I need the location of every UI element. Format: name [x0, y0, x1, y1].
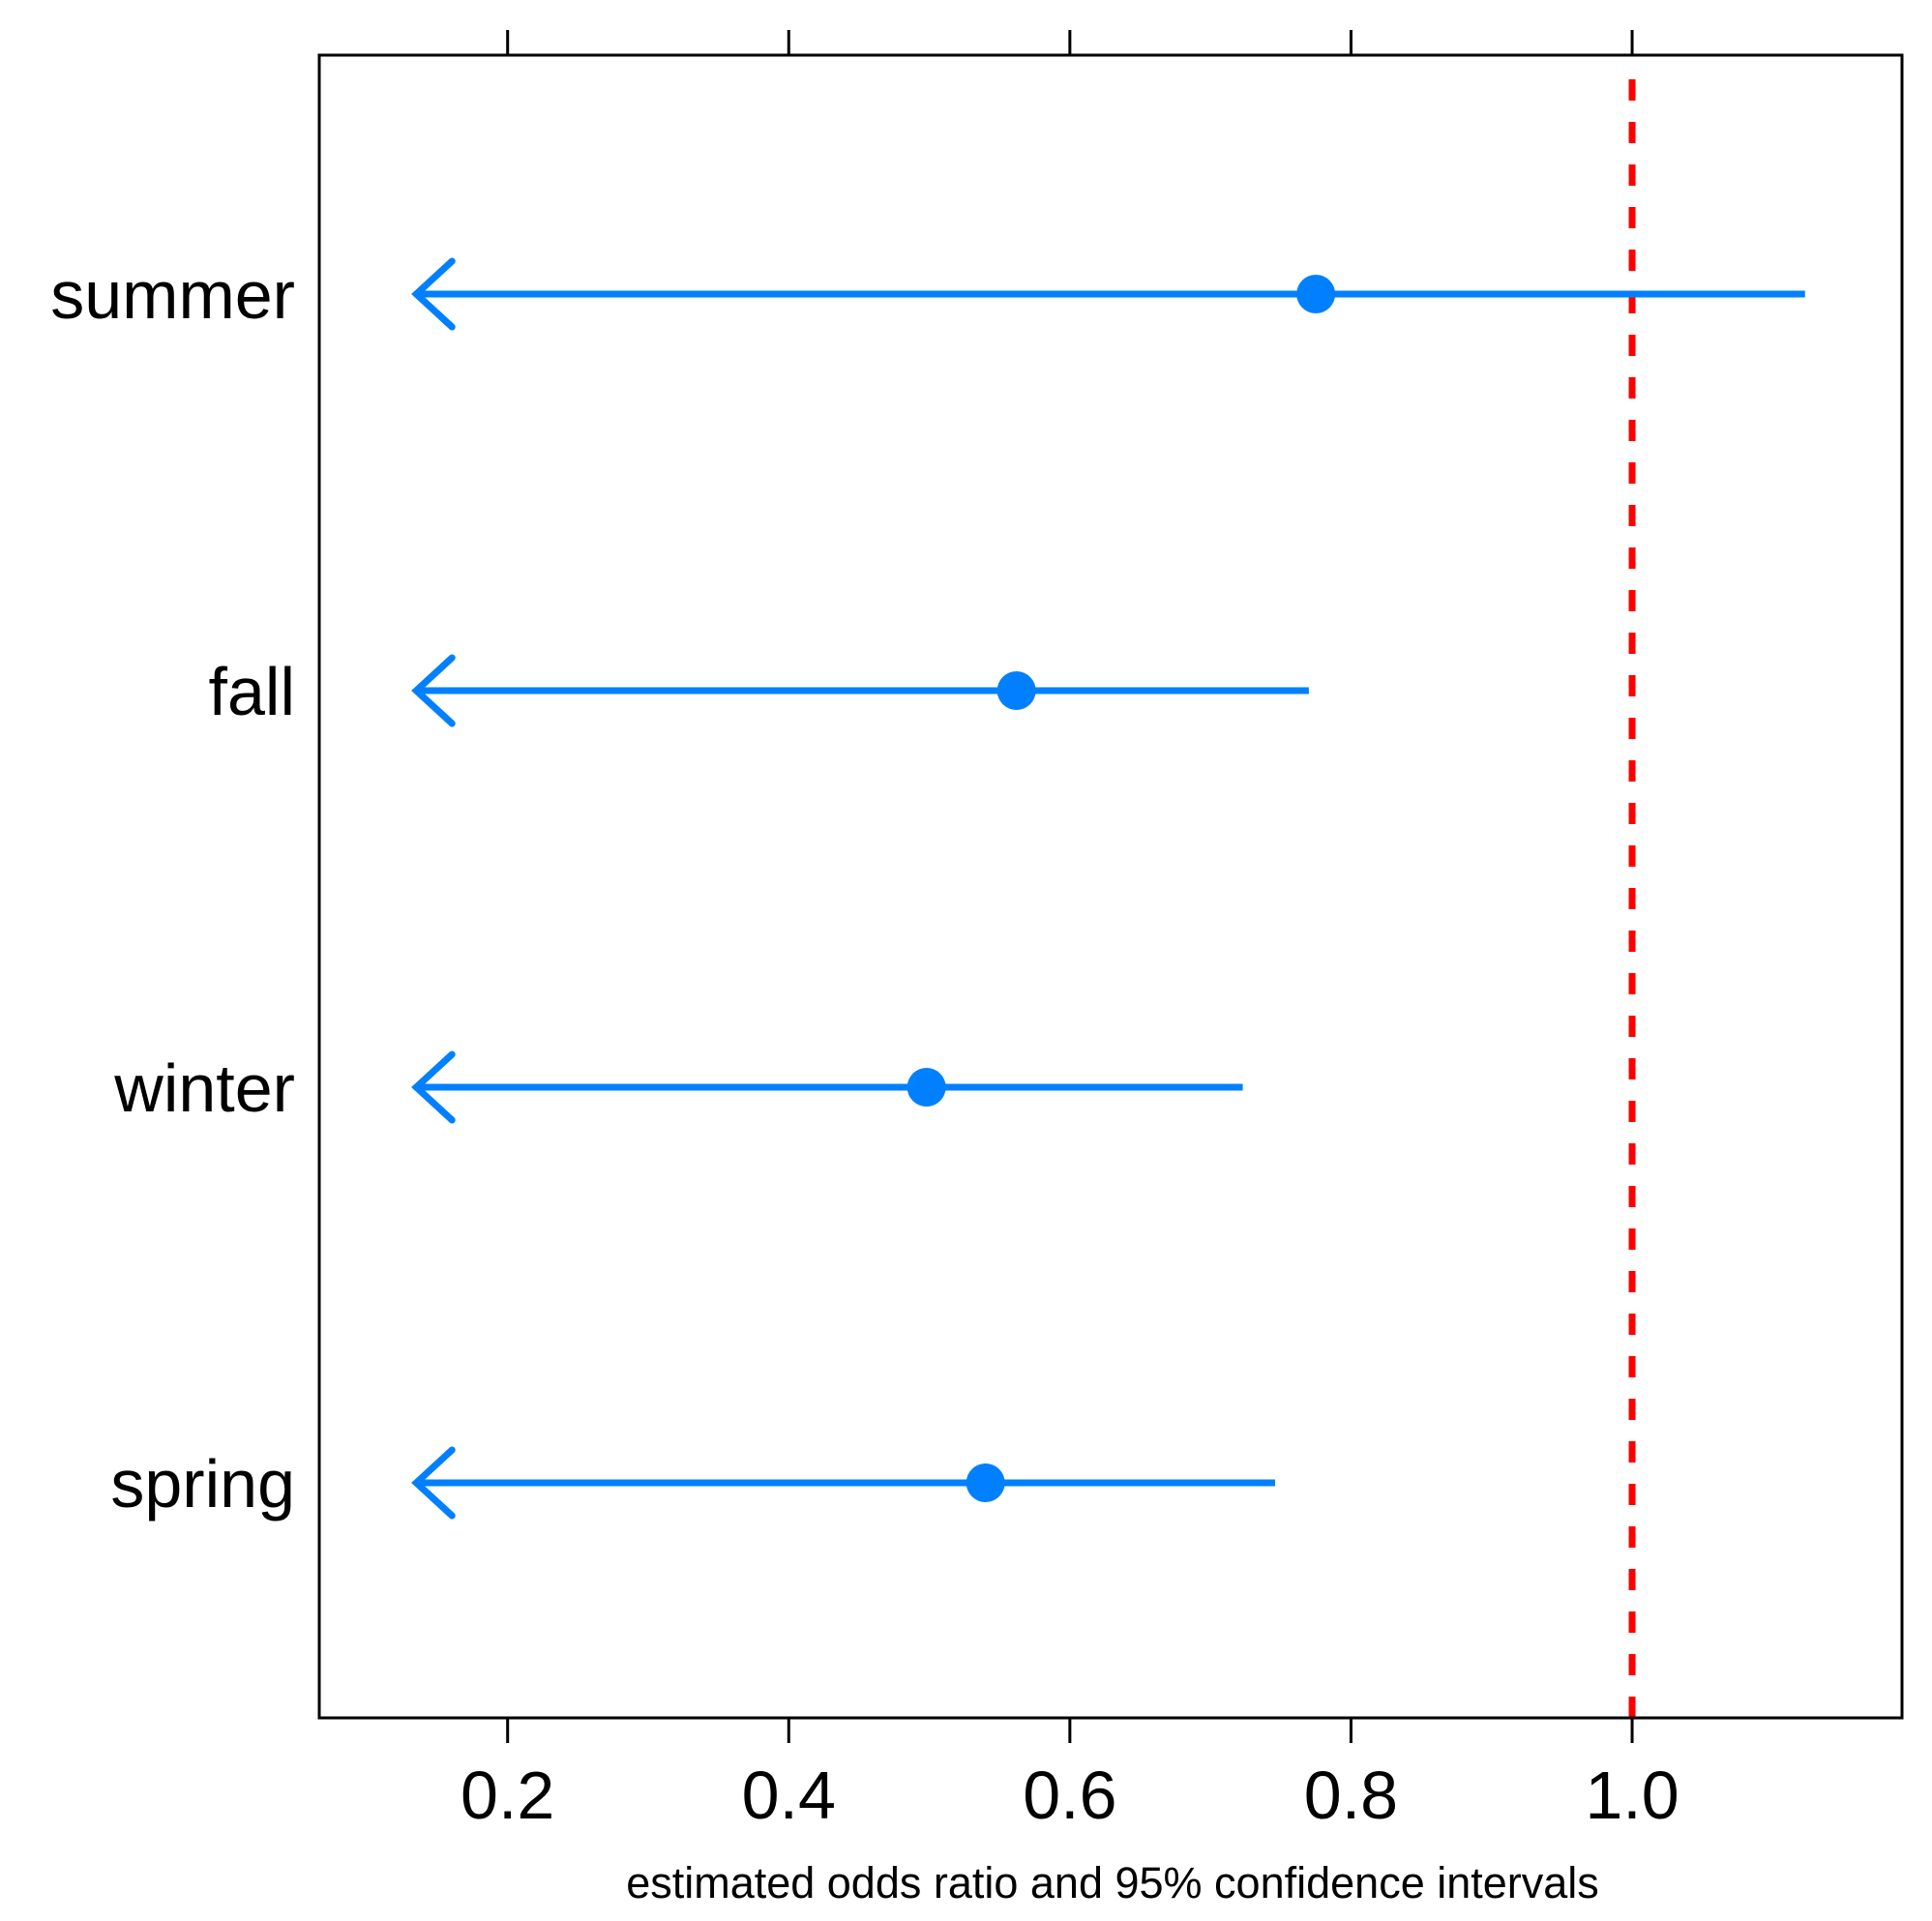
x-tick-label: 0.6 — [1023, 1758, 1116, 1833]
x-tick-label: 1.0 — [1585, 1758, 1679, 1833]
x-tick-labels: 0.2 0.4 0.6 0.8 1.0 — [461, 1758, 1679, 1833]
truncation-arrow — [411, 1446, 456, 1520]
category-label-winter: winter — [113, 1050, 295, 1126]
category-label-spring: spring — [110, 1446, 295, 1522]
bottom-tick-marks — [506, 1718, 1634, 1743]
x-tick-label: 0.2 — [461, 1758, 554, 1833]
category-label-summer: summer — [50, 257, 295, 333]
estimate-row-spring — [411, 1446, 1275, 1520]
point-estimate — [966, 1463, 1005, 1502]
point-estimate — [996, 671, 1036, 710]
plot-frame — [317, 53, 1904, 1720]
x-axis-title: estimated odds ratio and 95% confidence … — [626, 1858, 1599, 1907]
category-label-fall: fall — [209, 654, 295, 729]
top-tick-marks — [506, 30, 1634, 55]
estimate-row-summer — [411, 257, 1805, 331]
truncation-arrow — [411, 1050, 456, 1124]
estimate-row-winter — [411, 1050, 1243, 1124]
category-labels: summer fall winter spring — [50, 257, 295, 1522]
point-estimate — [907, 1068, 946, 1107]
truncation-arrow — [411, 257, 456, 331]
estimates-group — [411, 257, 1805, 1520]
estimate-row-fall — [411, 654, 1309, 727]
point-estimate — [1296, 275, 1336, 313]
x-tick-label: 0.4 — [742, 1758, 836, 1833]
truncation-arrow — [411, 654, 456, 727]
x-tick-label: 0.8 — [1304, 1758, 1398, 1833]
